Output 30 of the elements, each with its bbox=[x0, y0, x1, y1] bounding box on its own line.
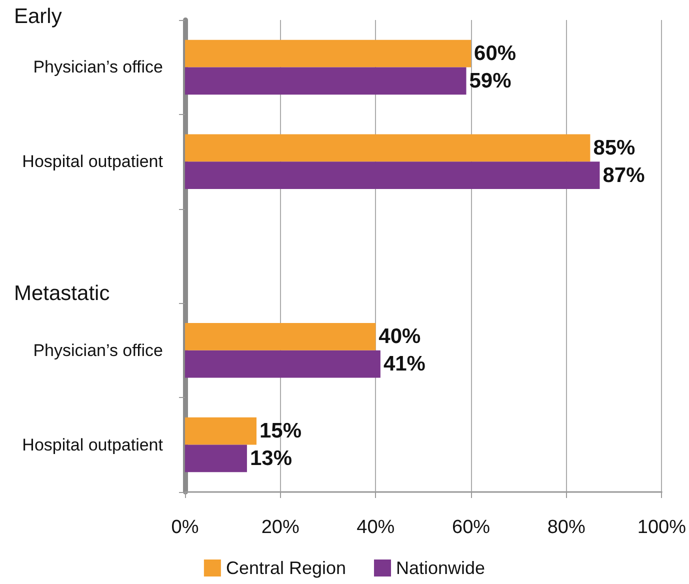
y-tick-label: Hospital outpatient bbox=[22, 435, 164, 454]
data-label: 87% bbox=[602, 164, 646, 187]
y-tick-label: Hospital outpatient bbox=[22, 152, 164, 172]
bar bbox=[185, 134, 590, 162]
bar bbox=[185, 417, 257, 445]
legend-label: Nationwide bbox=[396, 558, 486, 578]
data-label: 15% bbox=[260, 420, 302, 443]
bar bbox=[185, 162, 600, 189]
data-label: 59% bbox=[469, 69, 512, 92]
data-label: 85% bbox=[593, 136, 636, 160]
bar bbox=[185, 323, 376, 350]
x-tick-label: 80% bbox=[547, 517, 586, 538]
text: Early bbox=[14, 5, 62, 28]
bar bbox=[185, 350, 380, 378]
bar bbox=[185, 40, 472, 68]
y-tick-label: Physician’s office bbox=[33, 58, 163, 77]
x-tick-label: 0% bbox=[171, 517, 199, 538]
legend-label: Central Region bbox=[226, 558, 346, 578]
x-tick-label: 20% bbox=[261, 517, 300, 538]
bar bbox=[185, 444, 247, 472]
data-label: 40% bbox=[378, 325, 422, 348]
bar bbox=[185, 67, 466, 95]
x-tick-label: 60% bbox=[452, 517, 490, 538]
data-label: 13% bbox=[250, 446, 292, 470]
x-tick-label: 100% bbox=[637, 517, 686, 538]
y-tick-label: Physician’s office bbox=[33, 340, 163, 360]
data-label: 60% bbox=[474, 42, 516, 66]
text: Metastatic bbox=[14, 282, 110, 306]
data-label: 41% bbox=[383, 352, 426, 376]
x-tick-label: 40% bbox=[356, 517, 395, 538]
